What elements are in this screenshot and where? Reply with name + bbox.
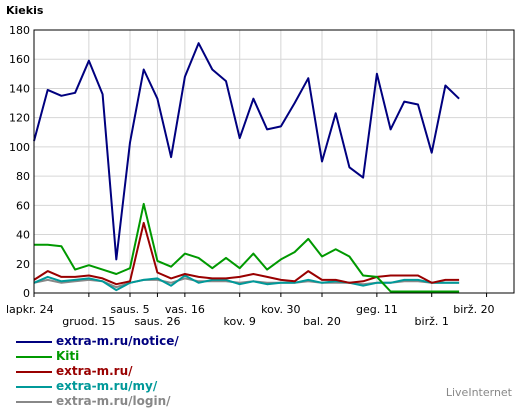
x-tick-label: lapkr. 24 xyxy=(6,303,54,316)
x-tick-label: geg. 11 xyxy=(356,303,398,316)
series-layer xyxy=(33,42,460,293)
x-tick-label: bal. 20 xyxy=(303,315,341,328)
y-tick-label: 100 xyxy=(9,141,30,154)
y-tick-label: 140 xyxy=(9,82,30,95)
grid xyxy=(33,29,514,294)
x-tick-label: vas. 16 xyxy=(165,303,205,316)
legend-label: extra-m.ru/notice/ xyxy=(56,334,179,348)
x-tick-label: birž. 1 xyxy=(415,315,449,328)
y-tick-label: 60 xyxy=(16,199,30,212)
legend-swatch xyxy=(16,401,52,403)
x-tick-label: kov. 30 xyxy=(261,303,300,316)
x-tick-label: birž. 20 xyxy=(453,303,494,316)
x-tick-label: saus. 26 xyxy=(134,315,180,328)
series-line-3 xyxy=(33,274,460,292)
y-tick-label: 180 xyxy=(9,24,30,37)
y-tick-label: 0 xyxy=(23,287,30,300)
y-tick-label: 120 xyxy=(9,112,30,125)
legend-label: extra-m.ru/ xyxy=(56,364,133,378)
legend-swatch xyxy=(16,341,52,343)
y-tick-label: 40 xyxy=(16,229,30,242)
legend-swatch xyxy=(16,371,52,373)
plot-frame xyxy=(33,29,515,294)
y-tick-label: 20 xyxy=(16,258,30,271)
legend-label: extra-m.ru/login/ xyxy=(56,394,171,408)
y-tick-label: 160 xyxy=(9,53,30,66)
x-tick-label: gruod. 15 xyxy=(62,315,115,328)
legend-label: Kiti xyxy=(56,349,80,363)
legend-swatch xyxy=(16,386,52,388)
x-tick-label: saus. 5 xyxy=(110,303,149,316)
legend-label: extra-m.ru/my/ xyxy=(56,379,158,393)
series-line-2 xyxy=(33,221,460,286)
y-axis: 0 20 40 60 80 100 120 140 160 180 xyxy=(9,24,30,300)
series-line-1 xyxy=(34,202,460,293)
series-line-0 xyxy=(33,42,460,261)
legend-swatch xyxy=(16,356,52,358)
chart-title: Kiekis xyxy=(6,4,44,17)
y-tick-label: 80 xyxy=(16,170,30,183)
credit-label: LiveInternet xyxy=(445,386,512,399)
x-axis: lapkr. 24 saus. 5 vas. 16 kov. 30 geg. 11 bir… xyxy=(6,293,495,328)
x-tick-label: kov. 9 xyxy=(224,315,256,328)
